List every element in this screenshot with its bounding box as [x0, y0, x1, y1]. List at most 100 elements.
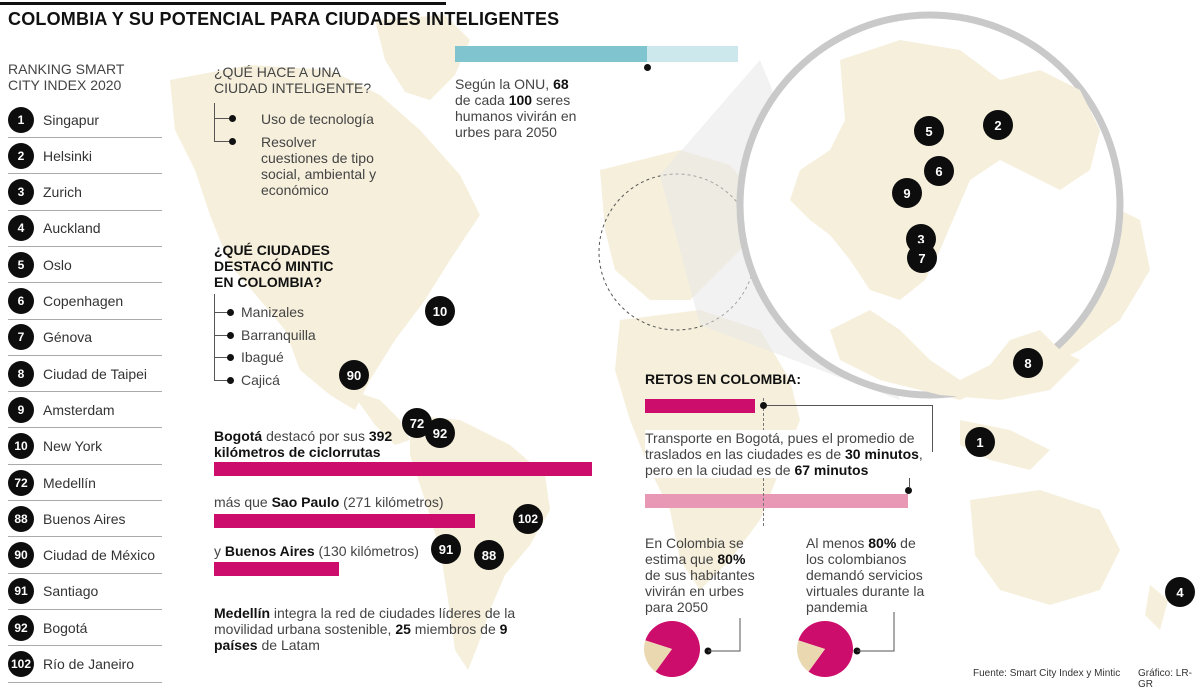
- ranking-row: 91 Santiago: [8, 574, 162, 610]
- retos-line2-post: ,: [918, 446, 923, 462]
- bullet-dot: [227, 331, 234, 339]
- ciclo-sao-name: Sao Paulo: [271, 494, 340, 510]
- onu-text: Según la ONU, 68 de cada 100 seres human…: [455, 76, 576, 140]
- pie-slice-rest: [797, 640, 825, 672]
- ranking-row: 7 Génova: [8, 320, 162, 356]
- rank-city-name: Auckland: [43, 220, 101, 237]
- pie-right-line4: virtuales durante la: [806, 583, 925, 599]
- onu-line2: de cada 100 seres: [455, 92, 576, 108]
- rank-city-name: Ciudad de Taipei: [43, 365, 148, 382]
- retos-leader-top: [767, 405, 933, 406]
- ciclo-ba-post: (130 kilómetros): [314, 543, 419, 559]
- medellin-line3-bold: países: [214, 637, 258, 653]
- ciclo-bogota-line1: Bogotá destacó por sus 392: [214, 428, 392, 444]
- que-hace-item-1: Uso de tecnología: [261, 111, 374, 127]
- rank-number-badge: 1: [8, 106, 34, 133]
- pie-left-line2-bold: 80%: [717, 551, 746, 567]
- map-rank-badge: 9: [892, 178, 922, 208]
- map-rank-badge: 90: [339, 360, 369, 390]
- medellin-line3-post: de Latam: [257, 637, 320, 653]
- retos-leader-right: [932, 405, 933, 452]
- ranking-row: 4 Auckland: [8, 211, 162, 247]
- ciclo-bogota-text: Bogotá destacó por sus 392 kilómetros de…: [214, 428, 392, 460]
- map-rank-badge: 10: [425, 296, 455, 326]
- map-rank-badge: 88: [474, 540, 504, 570]
- map-rank-badge: 8: [1013, 348, 1043, 378]
- rank-number-badge: 8: [8, 360, 34, 387]
- map-rank-badge: 6: [924, 156, 954, 186]
- pie-right-line1: Al menos 80% de: [806, 535, 924, 551]
- map-rank-badge: 4: [1165, 577, 1195, 607]
- mintic-heading-line3: EN COLOMBIA?: [214, 274, 323, 290]
- retos-text: Transporte en Bogotá, pues el promedio d…: [645, 430, 923, 478]
- footer-source: Fuente: Smart City Index y Mintic: [973, 668, 1121, 679]
- ciclo-sao-post: (271 kilómetros): [339, 494, 444, 510]
- ranking-row: 90 Ciudad de México: [8, 538, 162, 574]
- rank-number-badge: 10: [8, 433, 34, 460]
- que-hace-tick-1: [214, 118, 232, 119]
- pie-left-line1: En Colombia se: [645, 535, 744, 551]
- map-rank-badge: 92: [425, 418, 455, 448]
- pie-left-line2: estima que 80%: [645, 551, 755, 567]
- retos-line2: traslados en las ciudades es de 30 minut…: [645, 446, 923, 462]
- retos-line1: Transporte en Bogotá, pues el promedio d…: [645, 430, 915, 446]
- rank-number-badge: 90: [8, 542, 34, 569]
- mintic-city: Ibagué: [241, 349, 284, 366]
- pie-right-line5: pandemia: [806, 599, 868, 615]
- que-hace-heading-line1: ¿QUÉ HACE A UNA: [214, 64, 341, 80]
- rank-city-name: Ciudad de México: [43, 547, 156, 564]
- onu-line4: urbes para 2050: [455, 124, 557, 140]
- map-rank-badge: 102: [513, 504, 543, 534]
- rank-city-name: Génova: [43, 329, 93, 346]
- pie-right-line1-post: de: [896, 535, 916, 551]
- onu-line1-pre: Según la ONU,: [455, 76, 554, 92]
- rank-city-name: Copenhagen: [43, 293, 124, 309]
- pie-leader-line: [857, 612, 895, 652]
- mintic-heading: ¿QUÉ CIUDADES DESTACÓ MINTIC EN COLOMBIA…: [214, 242, 334, 290]
- mintic-tick: [214, 357, 230, 359]
- rank-city-name: Oslo: [43, 256, 72, 273]
- bullet-dot: [229, 138, 236, 145]
- retos-leader-bottom-v: [909, 468, 910, 488]
- mintic-city: Cajicá: [241, 371, 280, 388]
- rank-number-badge: 7: [8, 324, 34, 351]
- ciclo-ba-name: Buenos Aires: [224, 543, 315, 559]
- ciclo-bogota-num: 392: [368, 428, 393, 444]
- map-rank-badge: 5: [914, 116, 944, 146]
- rank-city-name: Santiago: [43, 583, 99, 600]
- rank-number-badge: 91: [8, 578, 34, 605]
- rank-number-badge: 92: [8, 614, 34, 641]
- rank-number-badge: 3: [8, 179, 34, 206]
- ranking-heading-line1: RANKING SMART: [8, 61, 125, 77]
- que-hace-item-2-line1: Resolver: [261, 134, 317, 150]
- pie-right-line3: demandó servicios: [806, 567, 923, 583]
- que-hace-item-2-line2: cuestiones de tipo: [261, 150, 374, 166]
- ranking-row: 2 Helsinki: [8, 138, 162, 175]
- rank-number-badge: 6: [8, 288, 34, 314]
- map-rank-badge: 2: [983, 110, 1013, 140]
- bullet-dot: [229, 115, 236, 122]
- rank-city-name: Buenos Aires: [43, 510, 126, 527]
- medellin-line3: países de Latam: [214, 637, 515, 653]
- rank-city-name: Medellín: [43, 474, 96, 491]
- que-hace-item-2: Resolver cuestiones de tipo social, ambi…: [261, 134, 376, 198]
- rank-city-name: Helsinki: [43, 147, 93, 164]
- map-rank-badge: 7: [907, 243, 937, 273]
- onu-line2-post: seres: [532, 92, 571, 108]
- rank-number-badge: 4: [8, 215, 34, 242]
- onu-line1-num: 68: [553, 76, 569, 92]
- ranking-row: 3 Zurich: [8, 175, 162, 211]
- pie-slice-main: [798, 621, 854, 678]
- ciclo-bogota-line2: kilómetros de ciclorrutas: [214, 444, 381, 460]
- ranking-row: 88 Buenos Aires: [8, 501, 162, 538]
- ranking-row: 8 Ciudad de Taipei: [8, 356, 162, 393]
- medellin-line2: movilidad urbana sostenible, 25 miembros…: [214, 621, 515, 637]
- pie-left-line5: para 2050: [645, 599, 709, 615]
- retos-marker-67: [905, 487, 912, 494]
- medellin-line2-mid: miembros de: [410, 621, 500, 637]
- retos-line2-bold: 30 minutos: [845, 446, 919, 462]
- mintic-tick: [214, 379, 230, 381]
- onu-line2-pre: de cada: [455, 92, 509, 108]
- ranking-row: 10 New York: [8, 429, 162, 465]
